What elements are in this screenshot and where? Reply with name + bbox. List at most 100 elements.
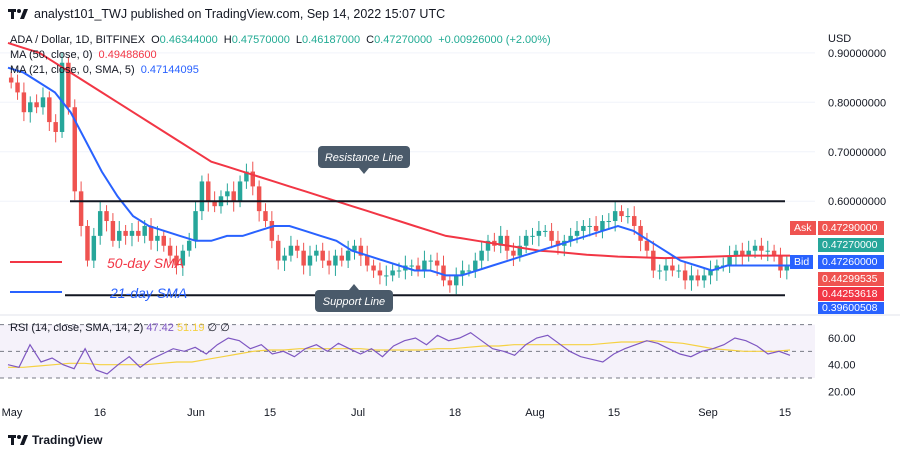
- candle-body: [263, 211, 268, 222]
- candle-body: [237, 181, 243, 202]
- price-chart[interactable]: Resistance Line Support Line 50-day SMA 21-…: [0, 28, 900, 433]
- time-axis[interactable]: May 16 Jun 15 Jul 18 Aug 15 Sep 15: [2, 407, 792, 419]
- candle-body: [40, 97, 46, 108]
- candle-body: [91, 235, 97, 261]
- price-axis[interactable]: 0.90000000 0.80000000 0.70000000 0.60000000: [828, 48, 886, 208]
- moving-averages-layer: [7, 41, 790, 277]
- candle-body: [244, 171, 249, 182]
- ma21-price-tag: 0.44253618: [818, 287, 884, 301]
- candle-body: [174, 255, 179, 266]
- candle-body: [587, 225, 592, 227]
- candle-body: [447, 280, 453, 286]
- ma50-line: [7, 41, 790, 260]
- sma50-annotation: 50-day SMA: [107, 255, 184, 271]
- candle-body: [663, 265, 669, 271]
- legend-ma50-value: 0.49488600: [98, 49, 157, 61]
- candle-body: [384, 275, 389, 277]
- candle-body: [21, 92, 27, 113]
- candle-body: [314, 250, 319, 256]
- rsi-label: RSI (14, close, SMA, 14, 2): [10, 322, 144, 334]
- candle-body: [676, 270, 681, 272]
- candle-body: [59, 62, 65, 132]
- candle-body: [409, 265, 414, 267]
- candle-body: [371, 265, 376, 271]
- candle-body: [765, 250, 770, 252]
- candle-body: [771, 250, 777, 256]
- resistance-callout-pointer: [359, 168, 369, 174]
- candle-body: [352, 245, 357, 251]
- candles-layer: [8, 52, 790, 295]
- currency-label[interactable]: USD: [828, 33, 852, 45]
- time-tick-label: 15: [779, 407, 791, 419]
- candle-body: [53, 122, 58, 132]
- candle-body: [523, 235, 529, 246]
- resistance-callout-box: [318, 146, 410, 168]
- candle-body: [740, 250, 745, 256]
- candle-body: [498, 235, 503, 246]
- candle-body: [85, 225, 90, 261]
- tradingview-logo-icon: [8, 9, 28, 19]
- candle-body: [339, 255, 345, 261]
- time-tick-label: Jul: [351, 407, 365, 419]
- legend-c: C0.47270000: [366, 34, 433, 46]
- candle-body: [15, 82, 20, 93]
- tradingview-footer-logo-icon: [8, 435, 28, 445]
- bid-label: Bid: [790, 255, 814, 269]
- candle-body: [466, 270, 472, 272]
- candle-body: [155, 235, 160, 241]
- rsi-pane[interactable]: 60.00 40.00 20.00: [0, 324, 856, 399]
- horizontal-levels: [10, 200, 785, 297]
- candle-body: [320, 250, 325, 261]
- candle-body: [638, 225, 643, 241]
- publish-header: analyst101_TWJ published on TradingView.…: [0, 0, 900, 28]
- candle-body: [581, 225, 586, 231]
- candle-body: [555, 240, 561, 246]
- candle-body: [682, 270, 688, 281]
- candle-body: [625, 216, 631, 218]
- candle-body: [212, 201, 217, 207]
- legend-change: +0.00926000 (+2.00%): [438, 34, 551, 46]
- candle-body: [288, 245, 294, 256]
- candle-body: [256, 186, 262, 212]
- legend-symbol: ADA / Dollar, 1D, BITFINEX: [10, 34, 146, 46]
- ask-label: Ask: [790, 221, 816, 235]
- candle-body: [358, 245, 364, 256]
- candle-body: [619, 211, 624, 217]
- legend-ohlc-row: ADA / Dollar, 1D, BITFINEX O0.46344000 H…: [10, 33, 551, 48]
- rsi-tick-label: 60.00: [828, 333, 856, 345]
- legend-ma21-value: 0.47144095: [140, 64, 199, 76]
- publish-text: analyst101_TWJ published on TradingView.…: [34, 7, 446, 21]
- ma21-line: [7, 66, 790, 277]
- candle-body: [148, 225, 154, 241]
- candle-body: [129, 230, 135, 236]
- time-tick-label: 15: [264, 407, 276, 419]
- time-tick-label: 15: [608, 407, 620, 419]
- candle-body: [345, 250, 351, 261]
- support-price-tag: 0.39600508: [818, 302, 884, 314]
- support-callout-text: Support Line: [323, 296, 385, 308]
- rsi-band: [0, 324, 815, 378]
- candle-body: [231, 191, 236, 202]
- candle-body: [364, 255, 370, 266]
- candle-body: [167, 245, 173, 256]
- candle-body: [117, 230, 122, 241]
- candle-body: [543, 230, 548, 232]
- footer-brand[interactable]: TradingView: [8, 433, 102, 447]
- candle-body: [301, 250, 306, 266]
- candle-body: [778, 255, 783, 271]
- candle-body: [250, 171, 255, 187]
- candle-body: [269, 221, 275, 241]
- time-tick-label: 16: [94, 407, 106, 419]
- price-tick-label: 0.70000000: [828, 147, 886, 159]
- candle-body: [422, 260, 427, 271]
- candle-body: [206, 181, 211, 202]
- candle-body: [275, 240, 281, 261]
- ma50-price-tag: 0.44299535: [818, 272, 884, 286]
- candle-body: [733, 250, 739, 256]
- candle-body: [568, 235, 573, 241]
- candle-body: [600, 221, 605, 231]
- candle-body: [47, 97, 52, 123]
- candle-body: [295, 245, 300, 251]
- candle-body: [72, 107, 77, 192]
- support-callout-box: [315, 290, 393, 312]
